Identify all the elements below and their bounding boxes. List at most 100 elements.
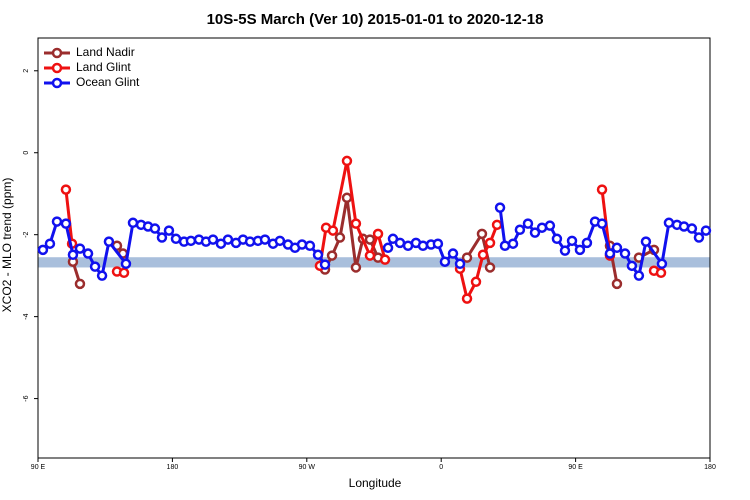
data-point [96,270,108,281]
data-point [484,237,496,249]
legend-label: Ocean Glint [76,75,140,89]
data-point [44,238,56,249]
data-point [185,235,197,247]
data-point [693,232,705,243]
data-point [341,155,353,167]
data-point [67,249,79,261]
data-point [350,262,362,273]
data-point [484,262,496,273]
data-point [559,245,571,256]
data-point [326,250,338,261]
data-point [364,234,376,245]
data-point [581,237,593,249]
data-point [626,260,638,272]
data-point [633,270,645,281]
data-point [372,228,384,240]
y-tick-label: 0 [23,151,30,155]
series-line [64,189,74,244]
chart-title: 10S-5S March (Ver 10) 2015-01-01 to 2020… [207,11,544,28]
data-point [417,240,429,251]
legend-marker [51,77,63,89]
legend-marker [51,62,63,74]
data-point [640,236,652,247]
data-point [439,256,451,267]
data-point [156,232,168,243]
data-point [364,250,376,261]
data-point [379,254,391,265]
x-tick-label: 90 E [31,464,46,471]
data-point [611,278,623,290]
data-point [686,223,698,234]
data-point [118,267,130,279]
data-point [432,238,444,249]
data-point [312,249,324,261]
series-line [41,219,327,280]
data-point [700,225,712,236]
data-point [596,218,608,229]
data-point [491,219,503,231]
data-point [522,218,534,229]
data-point [74,243,86,254]
data-point [296,239,308,250]
y-tick-label: 2 [23,69,30,73]
data-point [60,184,72,195]
data-point [37,244,49,256]
data-point [656,258,668,270]
data-point [327,225,339,236]
data-point [103,236,115,247]
x-tick-label: 180 [704,464,716,471]
data-point [334,232,346,243]
data-point [507,238,519,249]
data-point [454,258,466,270]
data-point [341,192,353,204]
data-point [566,235,578,247]
data-point [461,293,473,304]
plot-frame [37,37,711,459]
data-point [170,233,182,245]
data-point [149,223,161,234]
data-point [663,217,675,229]
x-tick-label: 90 E [568,464,583,471]
data-point [477,249,489,261]
y-tick-label: -2 [23,231,30,237]
x-tick-label: 90 W [299,464,316,471]
reference-band [38,257,710,268]
data-point [574,244,586,256]
data-point [120,258,132,270]
data-point [350,218,362,229]
data-point [304,240,316,251]
data-point [470,276,482,288]
data-point [163,225,175,236]
y-tick-label: -4 [23,313,30,319]
x-tick-label: 0 [439,464,443,471]
data-point [551,233,563,245]
data-point [619,248,631,259]
y-tick-label: -6 [23,395,30,401]
data-point [382,242,394,254]
data-point [494,202,506,213]
x-axis-label: Longitude [349,476,402,490]
data-point [319,259,331,270]
data-point [544,220,556,231]
data-point [222,234,234,245]
data-point [476,228,488,240]
data-point [529,227,541,238]
data-point [394,237,406,249]
data-point [207,234,219,245]
legend-marker [51,47,63,59]
data-point [60,218,72,229]
data-point [74,278,86,290]
data-point [127,217,139,229]
data-point [604,248,616,259]
data-point [514,224,526,236]
data-point [611,242,623,254]
data-point [461,252,473,263]
x-tick-label: 180 [167,464,179,471]
data-point [82,248,94,259]
y-axis-label: XCO2 - MLO trend (ppm) [0,178,14,313]
data-point [259,234,271,245]
legend-label: Land Glint [76,60,131,74]
data-point [274,235,286,247]
